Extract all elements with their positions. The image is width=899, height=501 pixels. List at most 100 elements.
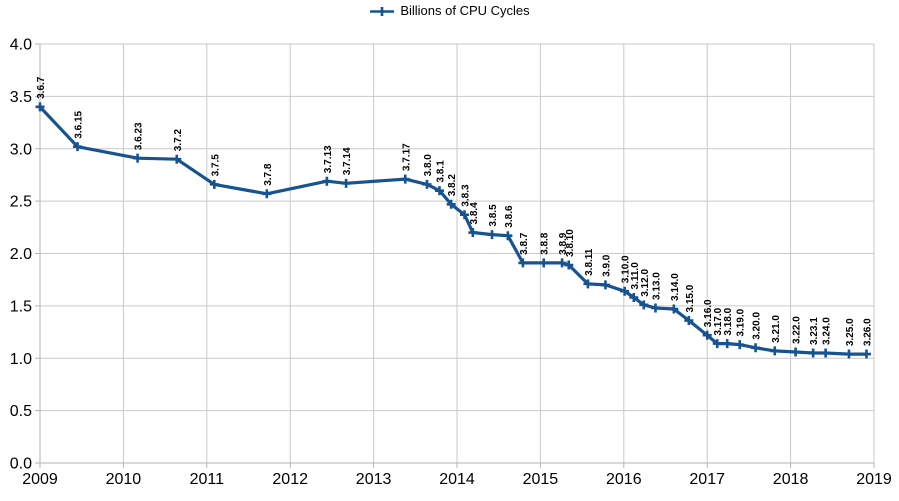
data-point-label: 3.23.1 [809,317,820,345]
data-point-label: 3.19.0 [736,308,747,336]
x-axis-tick-label: 2015 [523,471,559,488]
data-point-label: 3.20.0 [752,312,763,340]
y-axis-tick-label: 3.0 [10,141,32,158]
data-point-marker [844,349,854,359]
data-point-marker [73,142,83,152]
data-point-marker [133,153,143,163]
data-point-label: 3.13.0 [652,272,663,300]
x-axis-tick-label: 2018 [773,471,809,488]
data-point-marker [702,330,712,340]
data-point-label: 3.11.0 [630,262,641,290]
x-axis-tick-label: 2014 [439,471,475,488]
data-point-marker [209,179,219,189]
x-axis-tick-label: 2011 [190,471,225,488]
y-axis-tick-label: 2.5 [10,194,32,211]
data-point-marker [35,102,45,112]
data-point-label: 3.7.2 [173,129,184,152]
data-point-marker [650,303,660,313]
data-point-marker [620,286,630,296]
data-point-marker [468,228,478,238]
data-point-label: 3.7.5 [210,154,221,177]
data-point-marker [460,210,470,220]
x-axis-tick-label: 2016 [606,471,642,488]
data-point-marker [564,260,574,270]
data-point-label: 3.12.0 [640,269,651,297]
data-point-marker [600,280,610,290]
x-axis-tick-label: 2013 [356,471,392,488]
data-point-label: 3.8.0 [423,154,434,177]
data-point-label: 3.24.0 [822,317,833,345]
data-point-marker [639,300,649,310]
data-point-marker [487,230,497,240]
y-axis-tick-label: 1.5 [10,298,32,315]
data-point-label: 3.10.0 [621,255,632,283]
data-point-label: 3.8.9 [558,232,569,255]
data-point-marker [446,199,456,209]
data-point-marker [422,179,432,189]
data-point-marker [791,347,801,357]
data-point-label: 3.8.8 [540,232,551,255]
data-point-marker [712,339,722,349]
data-point-label: 3.6.15 [74,110,85,138]
data-point-label: 3.18.0 [723,307,734,335]
data-point-marker [434,186,444,196]
data-point-marker [751,343,761,353]
data-point-label: 3.7.14 [342,147,353,175]
data-point-marker [503,231,513,241]
x-axis-tick-label: 2012 [272,471,308,488]
data-point-label: 3.22.0 [792,316,803,344]
data-point-marker [861,349,871,359]
y-axis-tick-label: 4.0 [10,37,32,54]
legend-label: Billions of CPU Cycles [400,3,530,18]
data-point-marker [172,154,182,164]
data-point-marker [821,348,831,358]
y-axis-tick-label: 0.0 [10,456,32,473]
data-point-marker [722,339,732,349]
data-point-marker [808,348,818,358]
data-point-marker [322,176,332,186]
data-point-label: 3.8.4 [469,202,480,225]
data-point-marker [770,346,780,356]
data-point-marker [262,189,272,199]
y-axis-tick-label: 1.0 [10,351,32,368]
data-point-label: 3.7.8 [263,163,274,186]
line-series-icon [370,6,395,16]
data-point-marker [583,279,593,289]
x-axis-tick-label: 2019 [856,471,892,488]
y-axis-tick-label: 0.5 [10,403,32,420]
data-point-label: 3.8.11 [584,248,595,276]
data-point-marker [400,174,410,184]
data-point-marker [669,304,679,314]
data-point-label: 3.8.3 [461,184,472,207]
data-point-label: 3.15.0 [685,284,696,312]
data-point-label: 3.8.10 [565,229,576,257]
data-point-label: 3.7.13 [323,145,334,173]
data-point-label: 3.14.0 [670,273,681,301]
data-point-label: 3.6.23 [134,122,145,150]
data-point-label: 3.26.0 [863,318,874,346]
data-point-marker [684,316,694,326]
legend: Billions of CPU Cycles [0,4,899,18]
x-axis-tick-label: 2010 [106,471,142,488]
data-point-label: 3.8.1 [436,160,447,183]
data-point-marker [735,340,745,350]
data-point-label: 3.17.0 [713,307,724,335]
data-point-marker [341,178,351,188]
data-point-marker [557,258,567,268]
data-point-label: 3.8.5 [488,204,499,227]
data-point-marker [539,258,549,268]
data-point-marker [629,292,639,302]
data-point-label: 3.7.17 [401,143,412,171]
data-point-label: 3.21.0 [771,315,782,343]
x-axis-tick-label: 2009 [22,471,58,488]
y-axis-tick-label: 2.0 [10,246,32,263]
data-point-label: 3.25.0 [845,318,856,346]
data-point-label: 3.8.6 [504,205,515,228]
y-axis-tick-label: 3.5 [10,89,32,106]
x-axis-tick-label: 2017 [689,471,725,488]
data-point-label: 3.8.7 [519,232,530,255]
data-point-label: 3.6.7 [36,76,47,99]
data-point-marker [518,258,528,268]
data-point-label: 3.8.2 [447,174,458,197]
